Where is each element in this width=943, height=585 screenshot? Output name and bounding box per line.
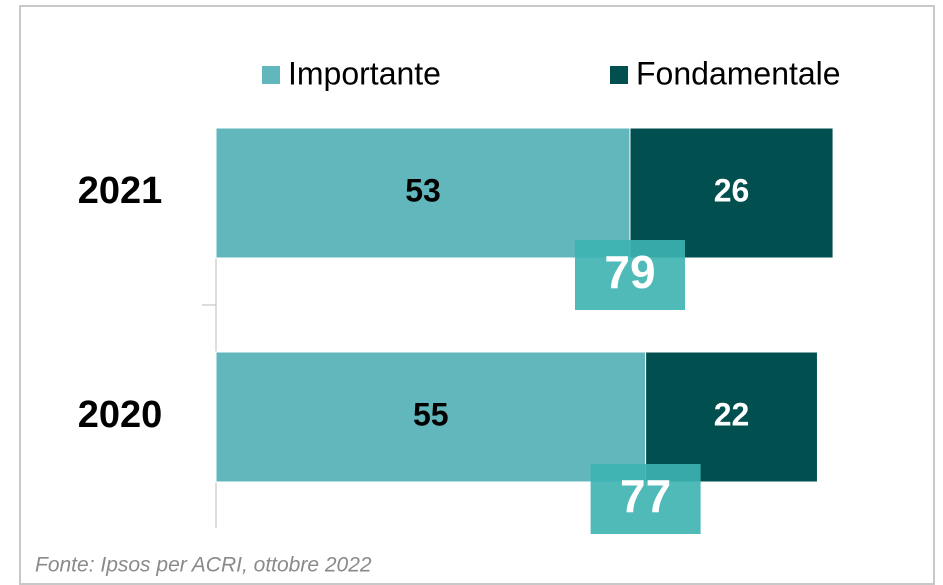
legend-label: Importante bbox=[288, 55, 441, 91]
bar-segment bbox=[215, 127, 631, 259]
category-label: 2020 bbox=[78, 394, 163, 436]
value-label: 22 bbox=[714, 396, 750, 432]
bar-segment bbox=[645, 351, 818, 483]
source-note: Fonte: Ipsos per ACRI, ottobre 2022 bbox=[35, 554, 372, 577]
category-label: 2021 bbox=[78, 170, 163, 212]
total-box bbox=[574, 240, 685, 310]
value-label: 55 bbox=[413, 396, 449, 432]
bar-segment bbox=[215, 351, 647, 483]
total-box bbox=[590, 464, 701, 534]
legend-label: Fondamentale bbox=[636, 55, 841, 91]
total-label: 77 bbox=[620, 470, 671, 522]
total-label: 79 bbox=[604, 246, 655, 298]
value-label: 53 bbox=[405, 172, 441, 208]
frame bbox=[19, 5, 935, 585]
legend-swatch bbox=[610, 66, 628, 84]
value-label: 26 bbox=[714, 172, 750, 208]
bar-segment bbox=[629, 127, 834, 259]
legend-swatch bbox=[262, 66, 280, 84]
